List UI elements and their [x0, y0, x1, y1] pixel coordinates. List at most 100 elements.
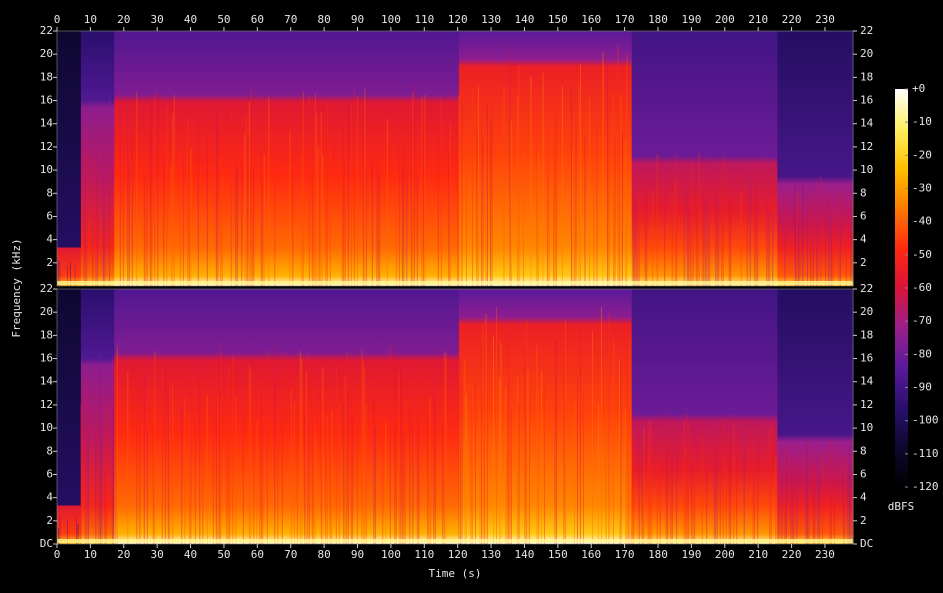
x-tick-label: 110: [414, 13, 434, 26]
x-tick-label: 60: [251, 13, 264, 26]
spectrogram-region: [631, 289, 778, 544]
x-tick-label: 0: [54, 548, 61, 561]
y-tick-label: 10: [40, 421, 53, 434]
y-tick-label: 8: [46, 186, 53, 199]
x-tick-label: 20: [117, 548, 130, 561]
spectrogram-region: [458, 289, 633, 544]
x-tick-label: 120: [448, 13, 468, 26]
y-tick-label: 22: [40, 282, 53, 295]
colorbar-label: dBFS: [888, 500, 915, 513]
colorbar-tick-label: -40: [912, 215, 932, 228]
x-tick-label: 230: [815, 13, 835, 26]
spectrogram-region: [80, 31, 115, 286]
x-tick-label: 180: [648, 548, 668, 561]
x-tick-label: 200: [715, 13, 735, 26]
colorbar-tick-label: -110: [912, 447, 939, 460]
x-tick-label: 20: [117, 13, 130, 26]
y-tick-label: 20: [40, 305, 53, 318]
y-tick-label: 14: [860, 375, 874, 388]
x-tick-label: 30: [151, 548, 164, 561]
spectrogram-region: [458, 31, 633, 286]
y-tick-label: 12: [40, 140, 53, 153]
x-tick-label: 140: [515, 13, 535, 26]
y-axis-label: Frequency (kHz): [10, 238, 23, 337]
y-tick-label: 18: [860, 328, 873, 341]
spectrogram-dc: [57, 539, 853, 543]
spectrogram-dc: [57, 281, 853, 285]
y-tick-label: 14: [860, 117, 874, 130]
colorbar: [895, 89, 908, 487]
y-tick-label: 8: [46, 444, 53, 457]
x-tick-label: 40: [184, 548, 197, 561]
y-tick-label: 20: [860, 47, 873, 60]
y-tick-label: 14: [40, 375, 54, 388]
y-tick-label: DC: [860, 537, 873, 550]
spectrogram-region: [777, 289, 854, 544]
panel-frame: [56, 30, 854, 287]
x-tick-label: 210: [748, 548, 768, 561]
x-tick-label: 50: [217, 548, 230, 561]
x-tick-label: 160: [581, 548, 601, 561]
x-tick-label: 160: [581, 13, 601, 26]
x-tick-label: 90: [351, 548, 364, 561]
x-tick-label: 220: [782, 548, 802, 561]
x-tick-label: 140: [515, 548, 535, 561]
y-tick-label: 10: [40, 163, 53, 176]
y-tick-label: 10: [860, 421, 873, 434]
x-tick-label: 0: [54, 13, 61, 26]
x-tick-label: 120: [448, 548, 468, 561]
spectrogram-region: [777, 31, 854, 286]
colorbar-tick-label: -10: [912, 115, 932, 128]
y-tick-label: 6: [46, 209, 53, 222]
y-tick-label: DC: [40, 537, 53, 550]
y-tick-label: 18: [40, 70, 53, 83]
y-tick-label: 6: [860, 467, 867, 480]
x-tick-label: 130: [481, 13, 501, 26]
y-tick-label: 4: [860, 491, 867, 504]
spectrogram-region: [80, 289, 115, 544]
x-tick-label: 180: [648, 13, 668, 26]
y-tick-label: 16: [860, 94, 873, 107]
y-tick-label: 10: [860, 163, 873, 176]
x-tick-label: 150: [548, 548, 568, 561]
spectrogram-region: [114, 289, 460, 544]
x-tick-label: 210: [748, 13, 768, 26]
x-tick-label: 100: [381, 13, 401, 26]
y-tick-label: 12: [860, 140, 873, 153]
colorbar-tick-label: -80: [912, 347, 932, 360]
x-tick-label: 230: [815, 548, 835, 561]
x-tick-label: 170: [615, 548, 635, 561]
y-tick-label: 4: [860, 233, 867, 246]
x-tick-label: 40: [184, 13, 197, 26]
spectrogram-panel: [56, 30, 854, 287]
x-tick-label: 90: [351, 13, 364, 26]
x-tick-label: 190: [681, 548, 701, 561]
y-tick-label: 22: [860, 282, 873, 295]
x-tick-label: 70: [284, 13, 297, 26]
colorbar-tick-label: -70: [912, 314, 932, 327]
y-tick-label: 4: [46, 491, 53, 504]
y-tick-label: 22: [40, 24, 53, 37]
colorbar-tick-label: -90: [912, 381, 932, 394]
y-tick-label: 8: [860, 444, 867, 457]
x-axis-label: Time (s): [429, 567, 482, 580]
y-tick-label: 16: [40, 352, 53, 365]
y-tick-label: 18: [40, 328, 53, 341]
panel-frame: [56, 288, 854, 545]
colorbar-tick-label: -120: [912, 480, 939, 493]
colorbar-tick-label: -30: [912, 182, 932, 195]
y-tick-label: 20: [40, 47, 53, 60]
y-tick-label: 6: [46, 467, 53, 480]
x-tick-label: 150: [548, 13, 568, 26]
y-tick-label: 12: [40, 398, 53, 411]
x-tick-label: 10: [84, 13, 97, 26]
y-tick-label: 16: [40, 94, 53, 107]
spectrogram-region: [57, 31, 82, 286]
x-tick-label: 30: [151, 13, 164, 26]
x-tick-label: 220: [782, 13, 802, 26]
y-tick-label: 16: [860, 352, 873, 365]
spectrogram-panel: [56, 288, 854, 545]
colorbar-tick-label: -100: [912, 414, 939, 427]
x-tick-label: 100: [381, 548, 401, 561]
